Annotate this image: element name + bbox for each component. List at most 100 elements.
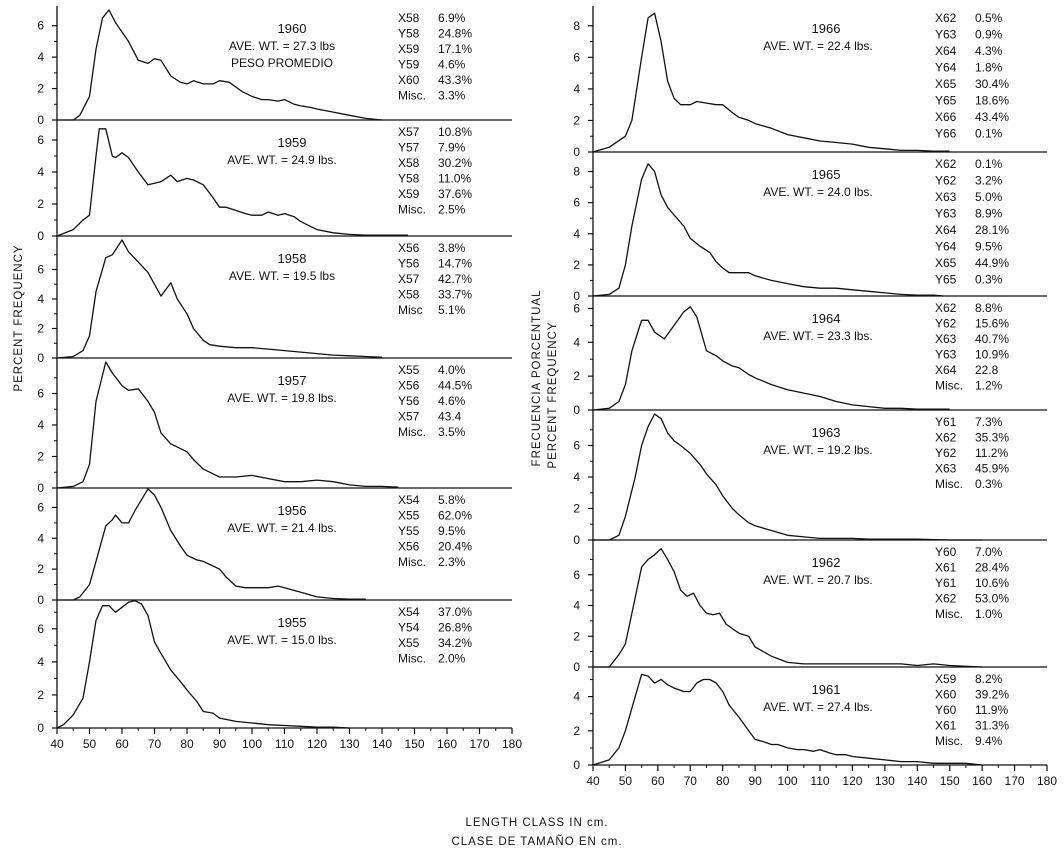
- x-axes-layer: 40 50 60 70 80 90 100 110 120 130 140 150 160 170 1804…: [50, 728, 1057, 788]
- average-weight-label: AVE. WT. = 24.9 lbs.: [227, 153, 337, 167]
- composition-value: 9.5%: [975, 240, 1003, 254]
- frequency-curve-1962: [593, 547, 983, 668]
- y-tick-label: 2: [37, 322, 44, 336]
- composition-label: Y56: [398, 394, 420, 408]
- average-weight-label: AVE. WT. = 19.2 lbs.: [763, 443, 873, 457]
- y-tick-label: 8: [573, 19, 580, 33]
- composition-value: 26.8%: [438, 621, 472, 635]
- composition-label: Y63: [935, 348, 957, 362]
- x-tick-label: 100: [778, 774, 798, 788]
- composition-value: 31.3%: [975, 719, 1009, 733]
- y-tick-label: 0: [573, 145, 580, 159]
- composition-label: Y61: [935, 415, 957, 429]
- composition-value: 5.0%: [975, 190, 1003, 204]
- x-tick-label: 70: [684, 774, 698, 788]
- y-tick-label: 6: [37, 387, 44, 401]
- average-weight-label: AVE. WT. = 23.3 lbs.: [763, 329, 873, 343]
- composition-value: 28.1%: [975, 223, 1009, 237]
- composition-value: 0.1%: [975, 127, 1003, 141]
- panel-1959: 0 2 4 6 1959 AVE. WT. = 24.9 lbs. X57 10.8% Y57 7…: [37, 120, 512, 243]
- composition-value: 0.5%: [975, 11, 1003, 25]
- y-tick-label: 6: [573, 568, 580, 582]
- composition-value: 43.4%: [975, 110, 1009, 124]
- composition-value: 10.6%: [975, 576, 1009, 590]
- composition-value: 5.1%: [438, 303, 466, 317]
- composition-value: 8.8%: [975, 301, 1003, 315]
- panel-year-label: 1959: [278, 135, 307, 150]
- y-tick-label: 4: [37, 655, 44, 669]
- composition-value: 30.4%: [975, 77, 1009, 91]
- panel-1958: 0 2 4 6 1958 AVE. WT. = 19.5 lbs X56 3.8% Y56 14.…: [37, 236, 512, 365]
- y-tick-label: 6: [37, 622, 44, 636]
- composition-value: 42.7%: [438, 272, 472, 286]
- composition-value: 4.6%: [438, 58, 466, 72]
- frequency-curve-1963: [593, 413, 983, 541]
- composition-label: Misc.: [935, 379, 963, 393]
- composition-label: X60: [935, 688, 957, 702]
- composition-label: Y58: [398, 27, 420, 41]
- composition-value: 3.8%: [438, 241, 466, 255]
- x-tick-label: 60: [115, 737, 129, 751]
- composition-value: 3.3%: [438, 89, 466, 103]
- panel-year-label: 1964: [812, 311, 841, 326]
- frequency-curve-1965: [592, 163, 944, 297]
- x-tick-label: 130: [875, 774, 895, 788]
- y-tick-label: 0: [573, 289, 580, 303]
- frequency-curve-1959: [56, 128, 408, 237]
- y-tick-label: 6: [37, 500, 44, 514]
- y-tick-label: 0: [573, 533, 580, 547]
- composition-label: Misc.: [398, 425, 426, 439]
- right-y-axis-title-spanish: FRECUENCIA PORCENTUAL: [531, 290, 543, 467]
- y-tick-label: 6: [573, 50, 580, 64]
- average-weight-label-spanish: PESO PROMEDIO: [231, 56, 333, 70]
- composition-label: Y64: [935, 61, 957, 75]
- composition-label: Y61: [935, 576, 957, 590]
- composition-value: 6.9%: [438, 11, 466, 25]
- x-tick-label: 150: [940, 774, 960, 788]
- composition-label: Y62: [935, 317, 957, 331]
- composition-label: X56: [398, 379, 420, 393]
- x-tick-label: 140: [372, 737, 392, 751]
- x-tick-label: 40: [50, 737, 64, 751]
- average-weight-label: AVE. WT. = 21.4 lbs.: [227, 521, 337, 535]
- y-tick-label: 6: [37, 263, 44, 277]
- composition-label: X62: [935, 11, 957, 25]
- composition-value: 18.6%: [975, 94, 1009, 108]
- panel-year-label: 1961: [812, 682, 841, 697]
- composition-label: X63: [935, 332, 957, 346]
- y-tick-label: 4: [37, 292, 44, 306]
- composition-value: 2.3%: [438, 555, 466, 569]
- panel-1957: 0 2 4 6 1957 AVE. WT. = 19.8 lbs. X55 4.0% X56 44…: [37, 358, 512, 495]
- x-tick-label: 150: [404, 737, 424, 751]
- panel-year-label: 1965: [812, 167, 841, 182]
- y-tick-label: 0: [573, 758, 580, 772]
- composition-value: 62.0%: [438, 509, 472, 523]
- panel-1962: 0 2 4 6 1962 AVE. WT. = 20.7 lbs. Y60 7.0% X61 28…: [573, 540, 1047, 674]
- composition-label: X61: [935, 719, 957, 733]
- x-tick-label: 50: [83, 737, 97, 751]
- composition-value: 9.4%: [975, 734, 1003, 748]
- composition-label: Y62: [935, 174, 957, 188]
- composition-value: 24.8%: [438, 27, 472, 41]
- panel-year-label: 1966: [812, 21, 841, 36]
- composition-label: Misc.: [398, 89, 426, 103]
- composition-value: 8.2%: [975, 672, 1003, 686]
- x-axis-title-english: LENGTH CLASS IN cm.: [466, 817, 609, 829]
- y-tick-label: 6: [573, 439, 580, 453]
- composition-label: X57: [398, 125, 420, 139]
- y-tick-label: 2: [37, 197, 44, 211]
- composition-label: X58: [398, 156, 420, 170]
- x-tick-label: 90: [213, 737, 227, 751]
- average-weight-label: AVE. WT. = 20.7 lbs.: [763, 573, 873, 587]
- composition-value: 1.2%: [975, 379, 1003, 393]
- y-tick-label: 4: [573, 470, 580, 484]
- y-tick-label: 4: [37, 418, 44, 432]
- average-weight-label: AVE. WT. = 27.3 lbs: [229, 39, 335, 53]
- composition-label: X54: [398, 493, 420, 507]
- composition-label: X58: [398, 11, 420, 25]
- y-tick-label: 4: [37, 50, 44, 64]
- y-tick-label: 6: [37, 133, 44, 147]
- composition-value: 9.5%: [438, 524, 466, 538]
- composition-label: X59: [935, 672, 957, 686]
- x-tick-label: 70: [148, 737, 162, 751]
